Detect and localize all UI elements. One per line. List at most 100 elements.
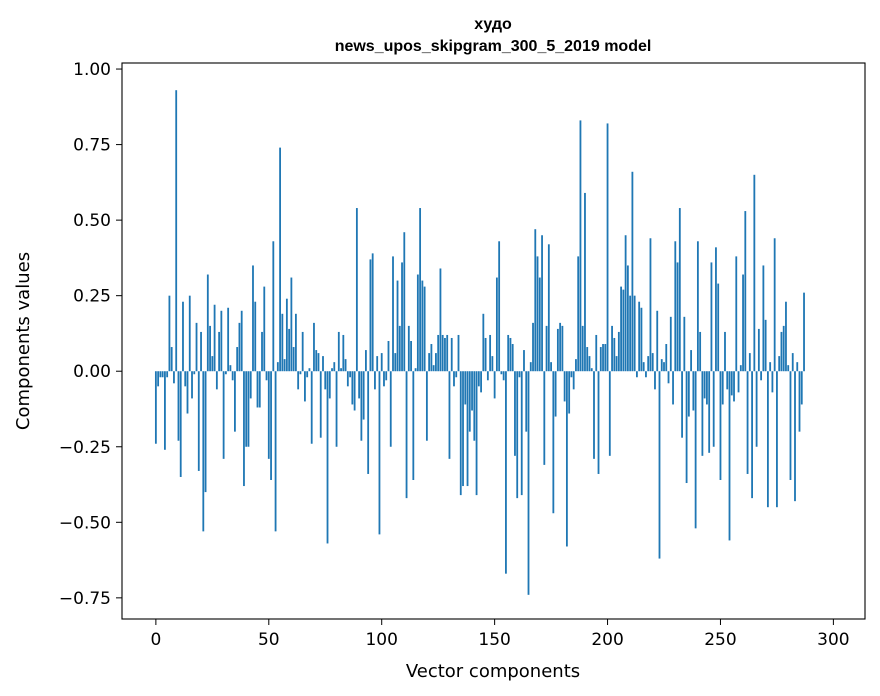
bar-110	[403, 232, 406, 372]
bar-84	[344, 359, 347, 372]
x-tick-label: 150	[478, 630, 510, 650]
bar-168	[534, 229, 537, 372]
bar-121	[428, 353, 431, 372]
bar-261	[744, 211, 747, 372]
bar-14	[186, 371, 189, 414]
bar-103	[387, 341, 390, 372]
bar-276	[778, 356, 781, 372]
x-axis-label: Vector components	[406, 661, 580, 682]
bar-142	[475, 371, 478, 496]
bar-219	[649, 238, 652, 372]
bar-245	[708, 371, 711, 453]
bar-95	[369, 259, 372, 372]
bar-77	[328, 371, 331, 399]
bar-174	[547, 244, 550, 372]
bar-29	[220, 310, 223, 372]
bar-150	[493, 371, 496, 399]
bar-62	[294, 313, 297, 372]
bar-178	[556, 328, 559, 372]
bar-114	[412, 371, 415, 480]
bar-187	[577, 256, 580, 372]
bar-130	[448, 371, 451, 459]
bar-70	[313, 322, 315, 372]
bar-132	[453, 371, 455, 387]
bar-94	[367, 371, 370, 474]
bar-286	[800, 371, 803, 405]
bar-221	[654, 371, 656, 390]
bar-37	[238, 322, 241, 372]
bar-4	[164, 371, 166, 450]
bar-171	[541, 235, 543, 372]
bar-34	[231, 371, 234, 381]
bar-166	[529, 362, 532, 372]
bar-18	[195, 322, 198, 372]
bar-230	[674, 241, 677, 372]
bar-125	[437, 334, 440, 372]
bar-214	[638, 301, 641, 372]
bar-122	[430, 344, 433, 372]
bar-268	[760, 371, 763, 381]
bar-143	[477, 371, 480, 387]
x-tick-label: 50	[258, 630, 280, 650]
bar-236	[687, 371, 690, 417]
bar-118	[421, 280, 424, 372]
bar-47	[261, 331, 263, 372]
bar-88	[353, 371, 356, 411]
bar-96	[371, 253, 374, 372]
bar-98	[376, 356, 379, 372]
bar-67	[306, 371, 309, 378]
bar-201	[608, 371, 611, 456]
bar-35	[234, 371, 236, 432]
bar-22	[204, 371, 207, 493]
bar-235	[685, 371, 688, 484]
bar-135	[459, 371, 462, 496]
bar-164	[525, 371, 528, 432]
bar-133	[455, 371, 458, 378]
bar-91	[360, 371, 363, 441]
bar-23	[206, 274, 209, 372]
bar-238	[692, 371, 695, 411]
bar-155	[505, 371, 507, 574]
bar-24	[209, 325, 211, 372]
bar-225	[663, 362, 665, 372]
bar-206	[620, 286, 622, 372]
bar-148	[489, 334, 492, 372]
bar-149	[491, 356, 494, 372]
bar-172	[543, 371, 546, 465]
bar-117	[419, 208, 422, 372]
x-axis-ticks: 0 50 100 150 200 250 300	[150, 619, 850, 650]
bar-86	[349, 371, 351, 378]
bar-161	[518, 371, 521, 378]
bar-39	[243, 371, 245, 487]
x-tick-label: 250	[704, 630, 736, 650]
bar-82	[340, 368, 342, 372]
bar-183	[568, 371, 571, 414]
bar-137	[464, 371, 467, 405]
bar-43	[252, 265, 254, 372]
bar-73	[319, 371, 322, 438]
bar-282	[791, 353, 794, 372]
bar-223	[658, 371, 661, 559]
bar-162	[520, 371, 523, 496]
bar-151	[495, 277, 498, 372]
bar-0	[154, 371, 157, 444]
bar-270	[764, 319, 767, 372]
bar-176	[552, 371, 555, 514]
bar-254	[728, 371, 731, 541]
bar-152	[498, 241, 501, 372]
bar-190	[584, 192, 586, 372]
chart-title-line2: news_upos_skipgram_300_5_2019 model	[335, 38, 652, 55]
bar-209	[626, 265, 629, 372]
bar-158	[511, 344, 514, 372]
bar-159	[514, 371, 516, 456]
bar-157	[509, 337, 512, 372]
bar-259	[739, 365, 742, 372]
bar-193	[590, 368, 593, 372]
bar-208	[624, 235, 627, 372]
bar-211	[631, 171, 634, 372]
bar-287	[803, 292, 805, 372]
bar-40	[245, 371, 248, 447]
bar-200	[606, 123, 609, 372]
bar-196	[597, 371, 600, 474]
bar-52	[272, 241, 275, 372]
